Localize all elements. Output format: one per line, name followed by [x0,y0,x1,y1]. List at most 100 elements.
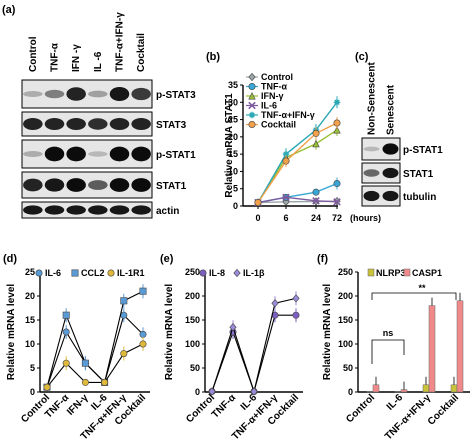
lane-label: Cocktail [136,33,147,72]
lane-label: Non-Senescent [367,62,378,135]
series-line [257,122,338,203]
blot-band [44,146,65,162]
x-category-label: IL-6 [385,392,406,413]
annotation: ** [418,283,426,293]
y-tick-label: 0 [233,201,238,211]
y-axis-title: Relative mRNA level [6,284,17,381]
y-tick-label: 0 [30,387,35,397]
blot-label: p-STAT1 [403,145,443,156]
panel-c-label: (c) [355,51,369,63]
y-tick-label: 150 [185,315,200,325]
data-point [282,193,290,202]
blot-band [23,118,43,130]
panel-c-lane-labels: Non-Senescent Senescent [367,62,397,135]
series-line [46,343,144,388]
blot-label: tubulin [403,192,436,203]
series-line [257,196,338,204]
legend-label: NLRP3 [376,268,406,278]
y-tick-label: 5 [30,363,35,373]
chart-e: (e) 0 50 100 150 200 250 Relative mRNA level Con… [160,253,303,442]
y-tick-label: 25 [25,267,35,277]
legend-label: IL-8 [209,268,225,278]
legend-label: IL-1R1 [117,268,145,278]
x-category-label: IFN-γ [65,392,91,418]
legend-label: TNF-α [261,82,287,92]
data-point [248,121,256,129]
blot-band [88,180,108,190]
legend-label: CCL2 [81,268,105,278]
y-tick-label: 0 [348,387,353,397]
blot-label: STAT1 [403,169,434,180]
data-point [282,150,290,158]
data-point [139,330,147,338]
blot-band [44,178,65,192]
series-line [257,101,338,203]
blot-band [66,87,86,101]
data-point [312,139,320,148]
blot-band [44,205,65,215]
bar [428,305,436,393]
lane-label: IFN -γ [71,44,82,72]
data-point [35,269,43,277]
blot-band [44,118,65,130]
blot-band [23,150,43,158]
blot-band [382,190,399,202]
series-line [211,297,297,394]
data-point [62,311,70,319]
blot-band [88,151,108,157]
blot-band [382,143,399,155]
y-tick-label: 100 [338,339,353,349]
blot-band [109,146,130,162]
significance-bracket [371,292,457,300]
data-point [333,180,341,188]
data-point [62,328,70,336]
blot-band [382,167,399,179]
x-tick-label: 72 [332,213,342,223]
data-point [229,323,237,332]
bar [400,389,408,393]
x-tick-label: 0 [255,213,260,223]
blot-band [363,190,380,202]
data-point [292,311,300,319]
data-point [271,299,279,308]
blot-label: STAT1 [156,181,187,192]
y-tick-label: 150 [338,315,353,325]
x-category-label: Control [184,392,217,425]
legend-label: Cocktail [261,120,296,130]
data-point [120,311,128,319]
blot-band [23,205,43,215]
data-point [208,387,216,396]
blot-band [109,205,130,215]
data-point [233,268,241,278]
bar [372,384,380,393]
blot-band [66,205,86,215]
legend-swatch [403,268,411,277]
chart-f: (f) 0 50 100 150 200 250 Relative mRNA level Con… [317,253,470,442]
blot-band [363,169,380,177]
blot-stat3 [21,111,153,137]
lane-label: IL -6 [93,51,104,72]
y-axis-title: Relative mRNA level [322,284,333,381]
blot-band [66,178,86,192]
x-unit-label: (hours) [350,213,381,223]
blot-label: actin [156,206,179,217]
data-point [139,287,147,295]
y-tick-label: 50 [343,363,353,373]
legend-label: Control [261,72,293,82]
legend-label: IFN-γ [261,91,284,101]
blot-band [131,87,151,101]
panel-a-lane-labels: Control TNF-α IFN -γ IL -6 TNF-α+IFN-γ Cockta… [28,12,147,72]
y-tick-label: 100 [185,339,200,349]
lane-label: TNF-α+IFN-γ [115,12,126,72]
blot-band [131,146,151,162]
data-point [333,119,341,127]
legend-label: IL-6 [45,268,61,278]
data-point [71,269,79,277]
data-point [62,359,70,367]
data-point [282,157,290,165]
data-point [312,188,320,196]
data-point [312,197,320,205]
blot-stat1 [21,171,153,199]
blot-label: p-STAT1 [156,150,196,161]
blot-band [66,118,86,130]
